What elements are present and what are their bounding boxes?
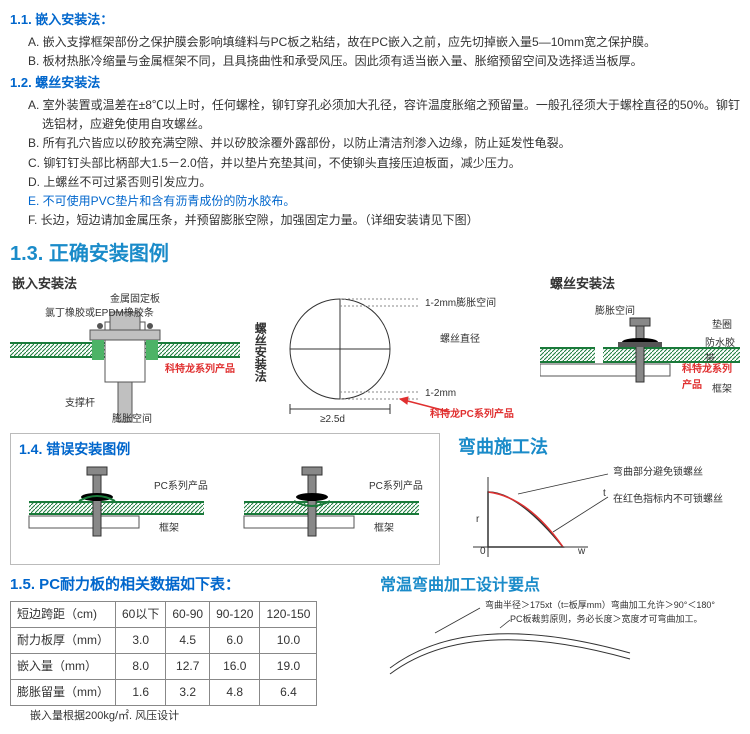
r1c3: 16.0 bbox=[210, 654, 260, 680]
label-gap-bot: 1-2mm bbox=[425, 386, 456, 402]
label-expansion: 膨胀空间 bbox=[112, 412, 152, 428]
axis-w: w bbox=[578, 544, 585, 560]
label-product: 科特龙系列产品 bbox=[165, 362, 235, 378]
axis-0: 0 bbox=[480, 544, 486, 560]
th-1: 60以下 bbox=[116, 601, 166, 627]
r1c2: 12.7 bbox=[166, 654, 210, 680]
wrong-pc-label-1: PC系列产品 bbox=[154, 479, 208, 495]
label-exp2: 膨胀空间 bbox=[595, 304, 635, 320]
label-screw-dia: 螺丝直径 bbox=[440, 332, 480, 348]
r0c1: 3.0 bbox=[116, 627, 166, 653]
section-1-3-title: 1.3. 正确安装图例 bbox=[10, 238, 740, 270]
axis-r: r bbox=[476, 512, 479, 528]
r0c3: 6.0 bbox=[210, 627, 260, 653]
label-rubber: 氯丁橡胶或EPDM橡胶条 bbox=[45, 306, 154, 322]
wrong-pc-label-2: PC系列产品 bbox=[369, 479, 423, 495]
th-3: 90-120 bbox=[210, 601, 260, 627]
r2c0: 膨胀留量（mm） bbox=[11, 680, 116, 706]
r0c2: 4.5 bbox=[166, 627, 210, 653]
item-1-2-d: D. 上螺丝不可过紧否则引发应力。 bbox=[28, 173, 740, 192]
section-1-1-title: 1.1. 嵌入安装法： bbox=[10, 10, 740, 31]
label-pc-product: 科特龙PC系列产品 bbox=[430, 407, 514, 423]
r2c3: 4.8 bbox=[210, 680, 260, 706]
bd-note2: PC板裁剪原则，务必长度＞宽度才可弯曲加工。 bbox=[510, 612, 703, 626]
th-2: 60-90 bbox=[166, 601, 210, 627]
th-4: 120-150 bbox=[260, 601, 317, 627]
section-1-5-title: 1.5. PC耐力板的相关数据如下表： bbox=[10, 573, 370, 597]
r2c2: 3.2 bbox=[166, 680, 210, 706]
table-note: 嵌入量根据200kg/㎡. 风压设计 bbox=[30, 708, 370, 726]
bend-design-title: 常温弯曲加工设计要点 bbox=[380, 573, 740, 599]
item-1-1-a: A. 嵌入支撑框架部份之保护膜会影响填缝料与PC板之粘结，故在PC嵌入之前，应先… bbox=[28, 33, 740, 52]
label-washer: 垫圈 bbox=[712, 318, 732, 334]
section-1-4-title: 1.4. 错误安装图例 bbox=[19, 438, 431, 460]
wrong-frame-1: 框架 bbox=[159, 521, 179, 537]
item-1-2-a: A. 室外装置或温差在±8℃以上时，任何螺栓，铆钉穿孔必须加大孔径，容许温度胀缩… bbox=[28, 96, 740, 134]
th-0: 短边跨距（cm) bbox=[11, 601, 116, 627]
bend-note1: 弯曲部分避免锁螺丝 bbox=[613, 465, 703, 481]
item-1-2-e: E. 不可使用PVC垫片和含有沥青成份的防水胶布。 bbox=[28, 192, 740, 211]
label-frame: 框架 bbox=[712, 382, 732, 398]
label-depth: ≥2.5d bbox=[320, 412, 345, 428]
bd-note1: 弯曲半径＞175xt（t=板厚mm）弯曲加工允许＞90°＜180° bbox=[485, 598, 715, 612]
wrong-diagram bbox=[19, 461, 429, 556]
axis-t: t bbox=[603, 486, 606, 502]
wrong-frame-2: 框架 bbox=[374, 521, 394, 537]
label-support: 支撑杆 bbox=[65, 396, 95, 412]
r2c4: 6.4 bbox=[260, 680, 317, 706]
r1c1: 8.0 bbox=[116, 654, 166, 680]
r1c4: 19.0 bbox=[260, 654, 317, 680]
item-1-2-f: F. 长边，短边请加金属压条，并预留膨胀空隙，加强固定力量。（详细安装请见下图） bbox=[28, 211, 740, 230]
label-gap-top: 1-2mm膨胀空间 bbox=[425, 296, 496, 312]
r0c4: 10.0 bbox=[260, 627, 317, 653]
item-1-2-b: B. 所有孔穴皆应以矽胶充满空隙、并以矽胶涂覆外露部份，以防止清洁剂渗入边缘，防… bbox=[28, 134, 740, 153]
r1c0: 嵌入量（mm） bbox=[11, 654, 116, 680]
r0c0: 耐力板厚（mm） bbox=[11, 627, 116, 653]
item-1-2-c: C. 铆钉钉头部比柄部大1.5－2.0倍，并以垫片充垫其间，不使铆头直接压迫板面… bbox=[28, 154, 740, 173]
bend-title: 弯曲施工法 bbox=[458, 433, 740, 462]
bend-note2: 在红色指标内不可锁螺丝 bbox=[613, 492, 723, 508]
label-screw-title-v: 螺丝安装法 bbox=[250, 322, 269, 382]
diagram-screw-circle bbox=[270, 294, 520, 424]
section-1-2-title: 1.2. 螺丝安装法 bbox=[10, 73, 740, 94]
diagram-row: 嵌入安装法 螺丝安装法 金属固定板 氯丁橡胶或EPDM橡胶条 科特龙系列产品 支… bbox=[10, 274, 740, 429]
r2c1: 1.6 bbox=[116, 680, 166, 706]
item-1-1-b: B. 板材热胀冷缩量与金属框架不同，且具挠曲性和承受风压。因此须有适当嵌入量、胀… bbox=[28, 52, 740, 71]
data-table: 短边跨距（cm) 60以下 60-90 90-120 120-150 耐力板厚（… bbox=[10, 601, 317, 707]
